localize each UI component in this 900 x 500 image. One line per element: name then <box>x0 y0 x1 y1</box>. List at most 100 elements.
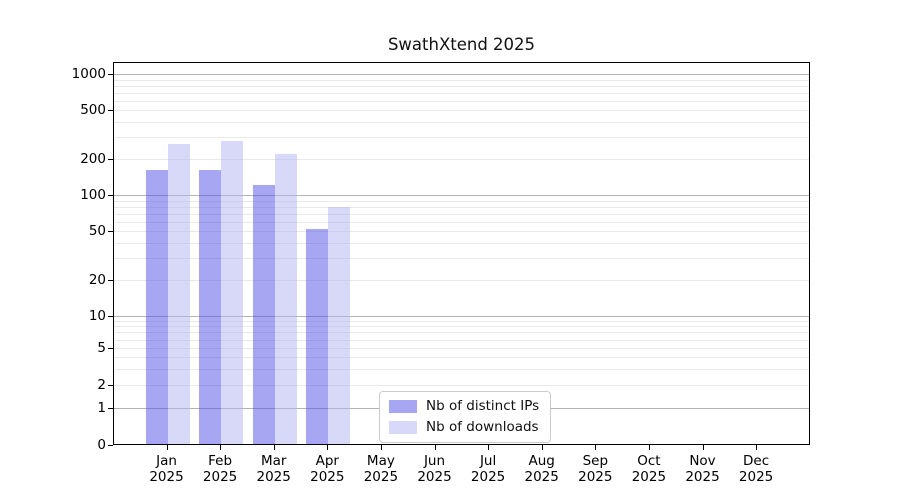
y-tick-label: 500 <box>80 102 106 119</box>
bar-downloads-jan <box>167 143 190 444</box>
y-tick-mark <box>108 195 113 196</box>
gridline-minor <box>114 213 809 215</box>
x-tick-mark <box>273 445 275 450</box>
y-tick-label: 2 <box>97 377 106 393</box>
bar-downloads-apr <box>328 206 351 444</box>
plot-area <box>113 62 810 445</box>
y-tick-label: 5 <box>97 340 106 356</box>
gridline-minor <box>114 92 809 94</box>
gridline-major <box>114 195 809 196</box>
x-tick-mark <box>220 445 222 450</box>
x-tick-label-year: 2025 <box>417 469 452 485</box>
gridline-minor <box>114 385 809 386</box>
gridline-minor <box>114 100 809 102</box>
y-tick-mark <box>108 231 113 233</box>
x-tick-label: Sep 2025 <box>563 453 627 485</box>
x-tick-label-year: 2025 <box>685 469 720 485</box>
chart-title: SwathXtend 2025 <box>387 35 536 54</box>
legend-swatch-distinct-ips <box>389 399 417 413</box>
x-tick-label: Jun 2025 <box>403 453 467 485</box>
gridline-minor <box>114 221 809 223</box>
x-tick-label: Apr 2025 <box>295 453 359 485</box>
y-tick-mark <box>108 408 113 409</box>
x-tick-label-year: 2025 <box>631 469 667 485</box>
bar-downloads-mar <box>274 153 297 444</box>
x-tick-label-year: 2025 <box>524 469 559 485</box>
gridline-major <box>114 74 809 75</box>
bar-distinct-ips-apr <box>306 229 329 444</box>
y-tick-mark <box>108 110 113 112</box>
gridline-minor <box>114 348 809 349</box>
y-tick-label: 200 <box>80 150 106 167</box>
x-tick-label: Mar 2025 <box>242 453 306 485</box>
x-tick-mark <box>595 445 597 450</box>
x-tick-label-year: 2025 <box>738 469 774 485</box>
x-tick-mark <box>380 445 382 450</box>
legend-label-distinct-ips: Nb of distinct IPs <box>426 398 540 414</box>
gridline-minor <box>114 110 809 112</box>
bar-distinct-ips-feb <box>199 170 222 444</box>
x-tick-mark <box>756 445 758 450</box>
x-tick-label-year: 2025 <box>256 469 291 485</box>
gridline-minor <box>114 122 809 124</box>
gridline-minor <box>114 332 809 334</box>
x-tick-label-year: 2025 <box>363 469 399 485</box>
x-tick-label: Oct 2025 <box>617 453 681 485</box>
x-tick-label-year: 2025 <box>310 469 345 485</box>
y-tick-label: 20 <box>88 271 106 288</box>
gridline-minor <box>114 79 809 81</box>
x-tick-label: Aug 2025 <box>510 453 574 485</box>
gridline-minor <box>114 339 809 341</box>
bar-distinct-ips-mar <box>252 185 275 444</box>
y-tick-label: 100 <box>80 187 106 203</box>
y-tick-label: 0 <box>97 437 106 453</box>
bar-downloads-feb <box>221 140 244 444</box>
y-tick-mark <box>108 348 113 349</box>
x-tick-label: Jul 2025 <box>456 453 520 485</box>
x-tick-mark <box>648 445 650 450</box>
y-tick-mark <box>108 316 113 317</box>
x-tick-label-year: 2025 <box>578 469 613 485</box>
x-tick-mark <box>541 445 543 450</box>
legend-label-downloads: Nb of downloads <box>426 419 539 435</box>
y-tick-mark <box>108 158 113 160</box>
y-tick-label: 10 <box>88 308 106 324</box>
gridline-minor <box>114 279 809 281</box>
x-tick-mark <box>702 445 704 450</box>
gridline-minor <box>114 326 809 328</box>
x-tick-label: May 2025 <box>349 453 413 485</box>
gridline-minor <box>114 320 809 322</box>
gridline-minor <box>114 200 809 202</box>
x-tick-label-year: 2025 <box>149 469 184 485</box>
x-tick-label: Nov 2025 <box>671 453 735 485</box>
gridline-minor <box>114 158 809 160</box>
x-tick-label: Feb 2025 <box>188 453 252 485</box>
legend-item-distinct-ips: Nb of distinct IPs <box>389 398 539 414</box>
x-tick-mark <box>166 445 168 450</box>
x-tick-label: Jan 2025 <box>135 453 199 485</box>
bar-distinct-ips-jan <box>145 170 168 444</box>
gridline-minor <box>114 368 809 370</box>
legend: Nb of distinct IPs Nb of downloads <box>379 391 552 443</box>
y-tick-mark <box>108 74 113 75</box>
legend-item-downloads: Nb of downloads <box>389 419 539 435</box>
y-tick-mark <box>108 279 113 281</box>
gridline-minor <box>114 137 809 139</box>
x-tick-label-year: 2025 <box>202 469 238 485</box>
y-tick-label: 50 <box>88 223 106 240</box>
y-tick-label: 1000 <box>71 66 106 82</box>
x-tick-mark <box>327 445 329 450</box>
y-tick-label: 1 <box>97 400 106 416</box>
x-tick-mark <box>434 445 436 450</box>
x-tick-mark <box>488 445 490 450</box>
gridline-minor <box>114 243 809 245</box>
y-tick-mark <box>108 445 113 446</box>
gridline-minor <box>114 258 809 260</box>
legend-swatch-downloads <box>389 420 417 434</box>
gridline-minor <box>114 231 809 233</box>
x-tick-label: Dec 2025 <box>724 453 788 485</box>
gridline-minor <box>114 206 809 208</box>
x-tick-label-year: 2025 <box>470 469 506 485</box>
gridline-major <box>114 316 809 317</box>
